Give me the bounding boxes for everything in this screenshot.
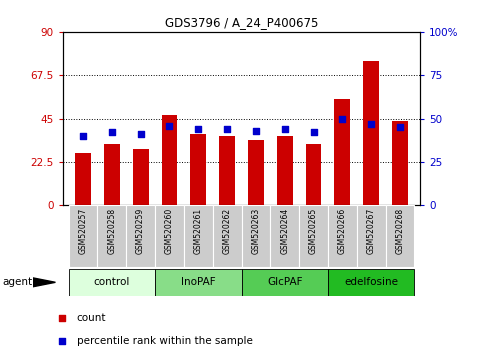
Point [166, 123, 173, 129]
Bar [328, 205, 357, 267]
Text: control: control [94, 277, 130, 287]
Bar [277, 136, 293, 205]
Bar [104, 144, 120, 205]
Text: GSM520264: GSM520264 [280, 208, 289, 254]
Bar [126, 205, 155, 267]
Point [339, 116, 346, 121]
Bar [306, 144, 322, 205]
Point [79, 133, 87, 139]
Text: GSM520268: GSM520268 [396, 208, 405, 254]
Text: GlcPAF: GlcPAF [267, 277, 302, 287]
Point [137, 131, 144, 137]
Text: GSM520261: GSM520261 [194, 208, 203, 254]
Bar [299, 205, 328, 267]
Text: GSM520267: GSM520267 [367, 208, 376, 254]
Point [310, 130, 317, 135]
Bar [334, 99, 350, 205]
Point [281, 126, 289, 132]
Bar [270, 205, 299, 267]
Bar [161, 115, 177, 205]
Point [252, 128, 260, 133]
Text: percentile rank within the sample: percentile rank within the sample [77, 336, 253, 346]
Point [57, 315, 65, 321]
Text: GSM520266: GSM520266 [338, 208, 347, 254]
Text: GSM520265: GSM520265 [309, 208, 318, 254]
Bar [75, 153, 91, 205]
Point [194, 126, 202, 132]
Bar [69, 205, 98, 267]
Bar [242, 269, 328, 296]
Text: GSM520258: GSM520258 [107, 208, 116, 254]
Text: GSM520263: GSM520263 [252, 208, 260, 254]
Bar [69, 269, 155, 296]
Text: count: count [77, 313, 106, 323]
Point [57, 338, 65, 343]
Bar [242, 205, 270, 267]
Point [396, 124, 404, 130]
Bar [248, 140, 264, 205]
Point [223, 126, 231, 132]
Bar [98, 205, 126, 267]
Bar [392, 120, 408, 205]
Bar [357, 205, 385, 267]
Bar [155, 205, 184, 267]
Point [368, 121, 375, 127]
Text: GSM520262: GSM520262 [223, 208, 231, 254]
Bar [363, 61, 379, 205]
Text: InoPAF: InoPAF [181, 277, 215, 287]
Bar [219, 136, 235, 205]
Bar [155, 269, 242, 296]
Text: agent: agent [2, 277, 32, 287]
Bar [190, 134, 206, 205]
Polygon shape [33, 278, 56, 287]
Text: GSM520259: GSM520259 [136, 208, 145, 254]
Bar [328, 269, 414, 296]
Text: GDS3796 / A_24_P400675: GDS3796 / A_24_P400675 [165, 16, 318, 29]
Point [108, 130, 115, 135]
Bar [213, 205, 242, 267]
Bar [133, 149, 149, 205]
Bar [385, 205, 414, 267]
Text: GSM520260: GSM520260 [165, 208, 174, 254]
Bar [184, 205, 213, 267]
Text: edelfosine: edelfosine [344, 277, 398, 287]
Text: GSM520257: GSM520257 [78, 208, 87, 254]
